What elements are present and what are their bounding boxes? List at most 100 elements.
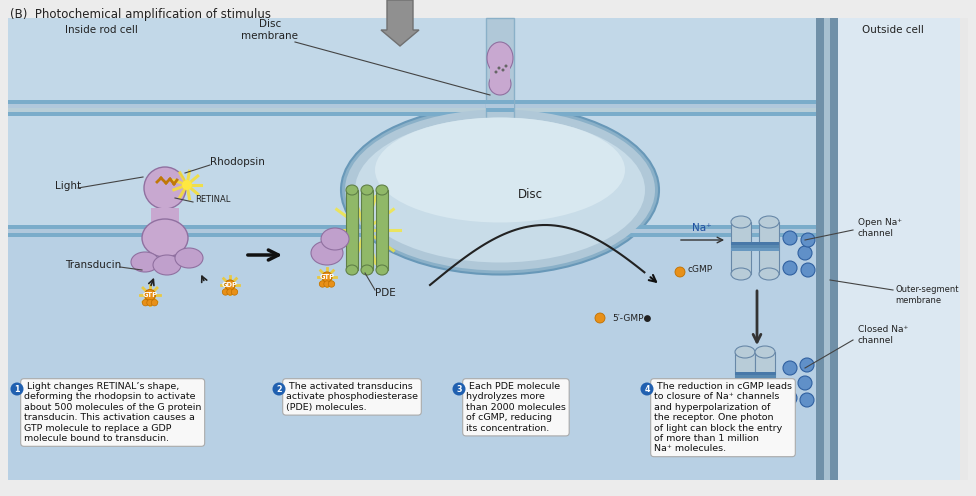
Bar: [8, 229, 816, 233]
Bar: [486, 18, 514, 118]
Text: Rhodopsin: Rhodopsin: [210, 157, 264, 167]
Text: 2: 2: [276, 384, 282, 393]
Bar: [490, 58, 510, 84]
Text: (B)  Photochemical amplification of stimulus: (B) Photochemical amplification of stimu…: [10, 8, 271, 21]
Text: 5′-GMP●: 5′-GMP●: [612, 313, 651, 322]
Ellipse shape: [361, 185, 373, 195]
Bar: [8, 233, 816, 237]
Circle shape: [783, 261, 797, 275]
Circle shape: [798, 376, 812, 390]
Ellipse shape: [346, 265, 358, 275]
Text: 4: 4: [644, 384, 650, 393]
Circle shape: [801, 233, 815, 247]
Bar: [735, 378, 776, 381]
Circle shape: [11, 382, 23, 395]
Ellipse shape: [321, 228, 349, 250]
Circle shape: [783, 361, 797, 375]
Circle shape: [800, 358, 814, 372]
Ellipse shape: [355, 118, 645, 262]
Ellipse shape: [489, 73, 511, 95]
Bar: [731, 245, 779, 248]
FancyArrow shape: [381, 0, 419, 46]
Circle shape: [146, 300, 153, 306]
Bar: [376, 190, 388, 270]
Bar: [8, 112, 816, 116]
Circle shape: [322, 272, 332, 282]
Circle shape: [324, 281, 330, 287]
Circle shape: [640, 382, 654, 395]
Ellipse shape: [375, 118, 625, 223]
Ellipse shape: [311, 241, 343, 265]
Bar: [824, 18, 830, 480]
Circle shape: [223, 289, 228, 295]
Bar: [8, 104, 816, 108]
Ellipse shape: [487, 42, 513, 74]
Ellipse shape: [376, 185, 388, 195]
Bar: [151, 208, 179, 238]
Circle shape: [151, 300, 158, 306]
Text: Closed Na⁺
channel: Closed Na⁺ channel: [858, 325, 909, 345]
Bar: [731, 242, 779, 245]
Text: Disc
membrane: Disc membrane: [241, 19, 299, 41]
Bar: [8, 100, 816, 104]
Bar: [8, 225, 816, 229]
Ellipse shape: [153, 255, 181, 275]
Text: GTP: GTP: [142, 292, 157, 298]
Circle shape: [498, 66, 501, 69]
Text: Transducin: Transducin: [65, 260, 121, 270]
Ellipse shape: [731, 216, 751, 228]
Circle shape: [144, 290, 155, 301]
Text: RETINAL: RETINAL: [195, 195, 230, 204]
Ellipse shape: [144, 167, 186, 209]
Ellipse shape: [341, 106, 659, 274]
Text: 3: 3: [456, 384, 462, 393]
Ellipse shape: [735, 346, 755, 358]
Bar: [361, 190, 373, 270]
Bar: [731, 248, 779, 251]
Ellipse shape: [731, 268, 751, 280]
Bar: [486, 100, 514, 104]
Bar: [486, 104, 514, 108]
Circle shape: [453, 382, 466, 395]
Bar: [735, 375, 776, 378]
Bar: [755, 352, 775, 404]
Circle shape: [319, 281, 326, 287]
Circle shape: [502, 68, 505, 71]
Bar: [816, 18, 824, 480]
Ellipse shape: [175, 248, 203, 268]
Bar: [8, 237, 816, 480]
Bar: [816, 18, 968, 480]
Circle shape: [225, 280, 235, 290]
Text: Inside rod cell: Inside rod cell: [65, 25, 138, 35]
Text: Light: Light: [55, 181, 81, 191]
Ellipse shape: [735, 398, 755, 410]
Circle shape: [783, 231, 797, 245]
Circle shape: [800, 393, 814, 407]
Text: Na⁺: Na⁺: [692, 223, 712, 233]
Ellipse shape: [376, 265, 388, 275]
Bar: [735, 372, 776, 375]
Text: Na⁺: Na⁺: [746, 403, 765, 413]
Bar: [759, 222, 779, 274]
Text: Outside cell: Outside cell: [862, 25, 924, 35]
Bar: [735, 352, 755, 404]
Ellipse shape: [755, 346, 775, 358]
Text: GTP: GTP: [319, 274, 335, 280]
Ellipse shape: [759, 268, 779, 280]
Bar: [8, 18, 816, 480]
Text: 1: 1: [15, 384, 20, 393]
Text: The reduction in cGMP leads
to closure of Na⁺ channels
and hyperpolarization of
: The reduction in cGMP leads to closure o…: [654, 382, 792, 453]
Text: Light changes RETINAL’s shape,
deforming the rhodopsin to activate
about 500 mol: Light changes RETINAL’s shape, deforming…: [24, 382, 201, 443]
Circle shape: [783, 391, 797, 405]
Text: GDP: GDP: [223, 282, 238, 288]
Ellipse shape: [755, 398, 775, 410]
Circle shape: [182, 180, 192, 190]
Circle shape: [798, 246, 812, 260]
Text: The activated transducins
activate phosphodiesterase
(PDE) molecules.: The activated transducins activate phosp…: [286, 382, 418, 412]
Circle shape: [801, 263, 815, 277]
Bar: [960, 18, 968, 480]
Ellipse shape: [361, 265, 373, 275]
Ellipse shape: [142, 219, 188, 257]
Circle shape: [142, 300, 148, 306]
Ellipse shape: [345, 110, 655, 270]
